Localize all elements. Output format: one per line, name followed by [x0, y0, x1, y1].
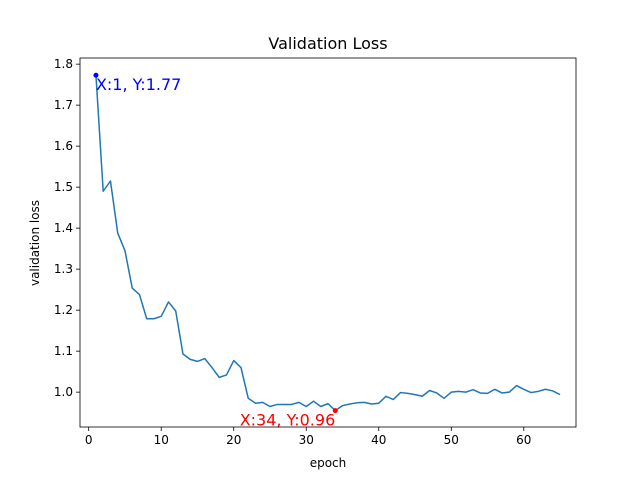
y-tick-label: 1.3 — [54, 262, 73, 276]
x-tick-label: 0 — [85, 433, 93, 447]
axes-frame — [79, 57, 577, 428]
series-line — [95, 75, 561, 412]
y-tick-label: 1.7 — [54, 98, 73, 112]
y-tick-label: 1.2 — [54, 303, 73, 317]
annotation-label: X:1, Y:1.77 — [96, 75, 181, 94]
x-tick-label: 30 — [299, 433, 314, 447]
x-tick-label: 50 — [444, 433, 459, 447]
plot-area: X:1, Y:1.77 X:34, Y:0.96 0 10 20 30 40 50 60 1.0 1… — [54, 57, 577, 447]
x-tick-label: 60 — [516, 433, 531, 447]
y-tick-label: 1.4 — [54, 221, 73, 235]
annotation-marker — [93, 72, 99, 78]
y-tick-label: 1.8 — [54, 57, 73, 71]
x-tick-label: 40 — [371, 433, 386, 447]
annotation-label: X:34, Y:0.96 — [240, 411, 336, 430]
x-tick-label: 20 — [226, 433, 241, 447]
y-axis-label: validation loss — [28, 200, 42, 286]
y-tick-label: 1.6 — [54, 139, 73, 153]
y-tick-label: 1.1 — [54, 344, 73, 358]
x-axis-label: epoch — [310, 456, 347, 470]
y-tick-label: 1.5 — [54, 180, 73, 194]
x-tick-label: 10 — [154, 433, 169, 447]
y-tick-label: 1.0 — [54, 385, 73, 399]
chart-title: Validation Loss — [268, 34, 387, 53]
annotation-marker — [332, 408, 338, 414]
